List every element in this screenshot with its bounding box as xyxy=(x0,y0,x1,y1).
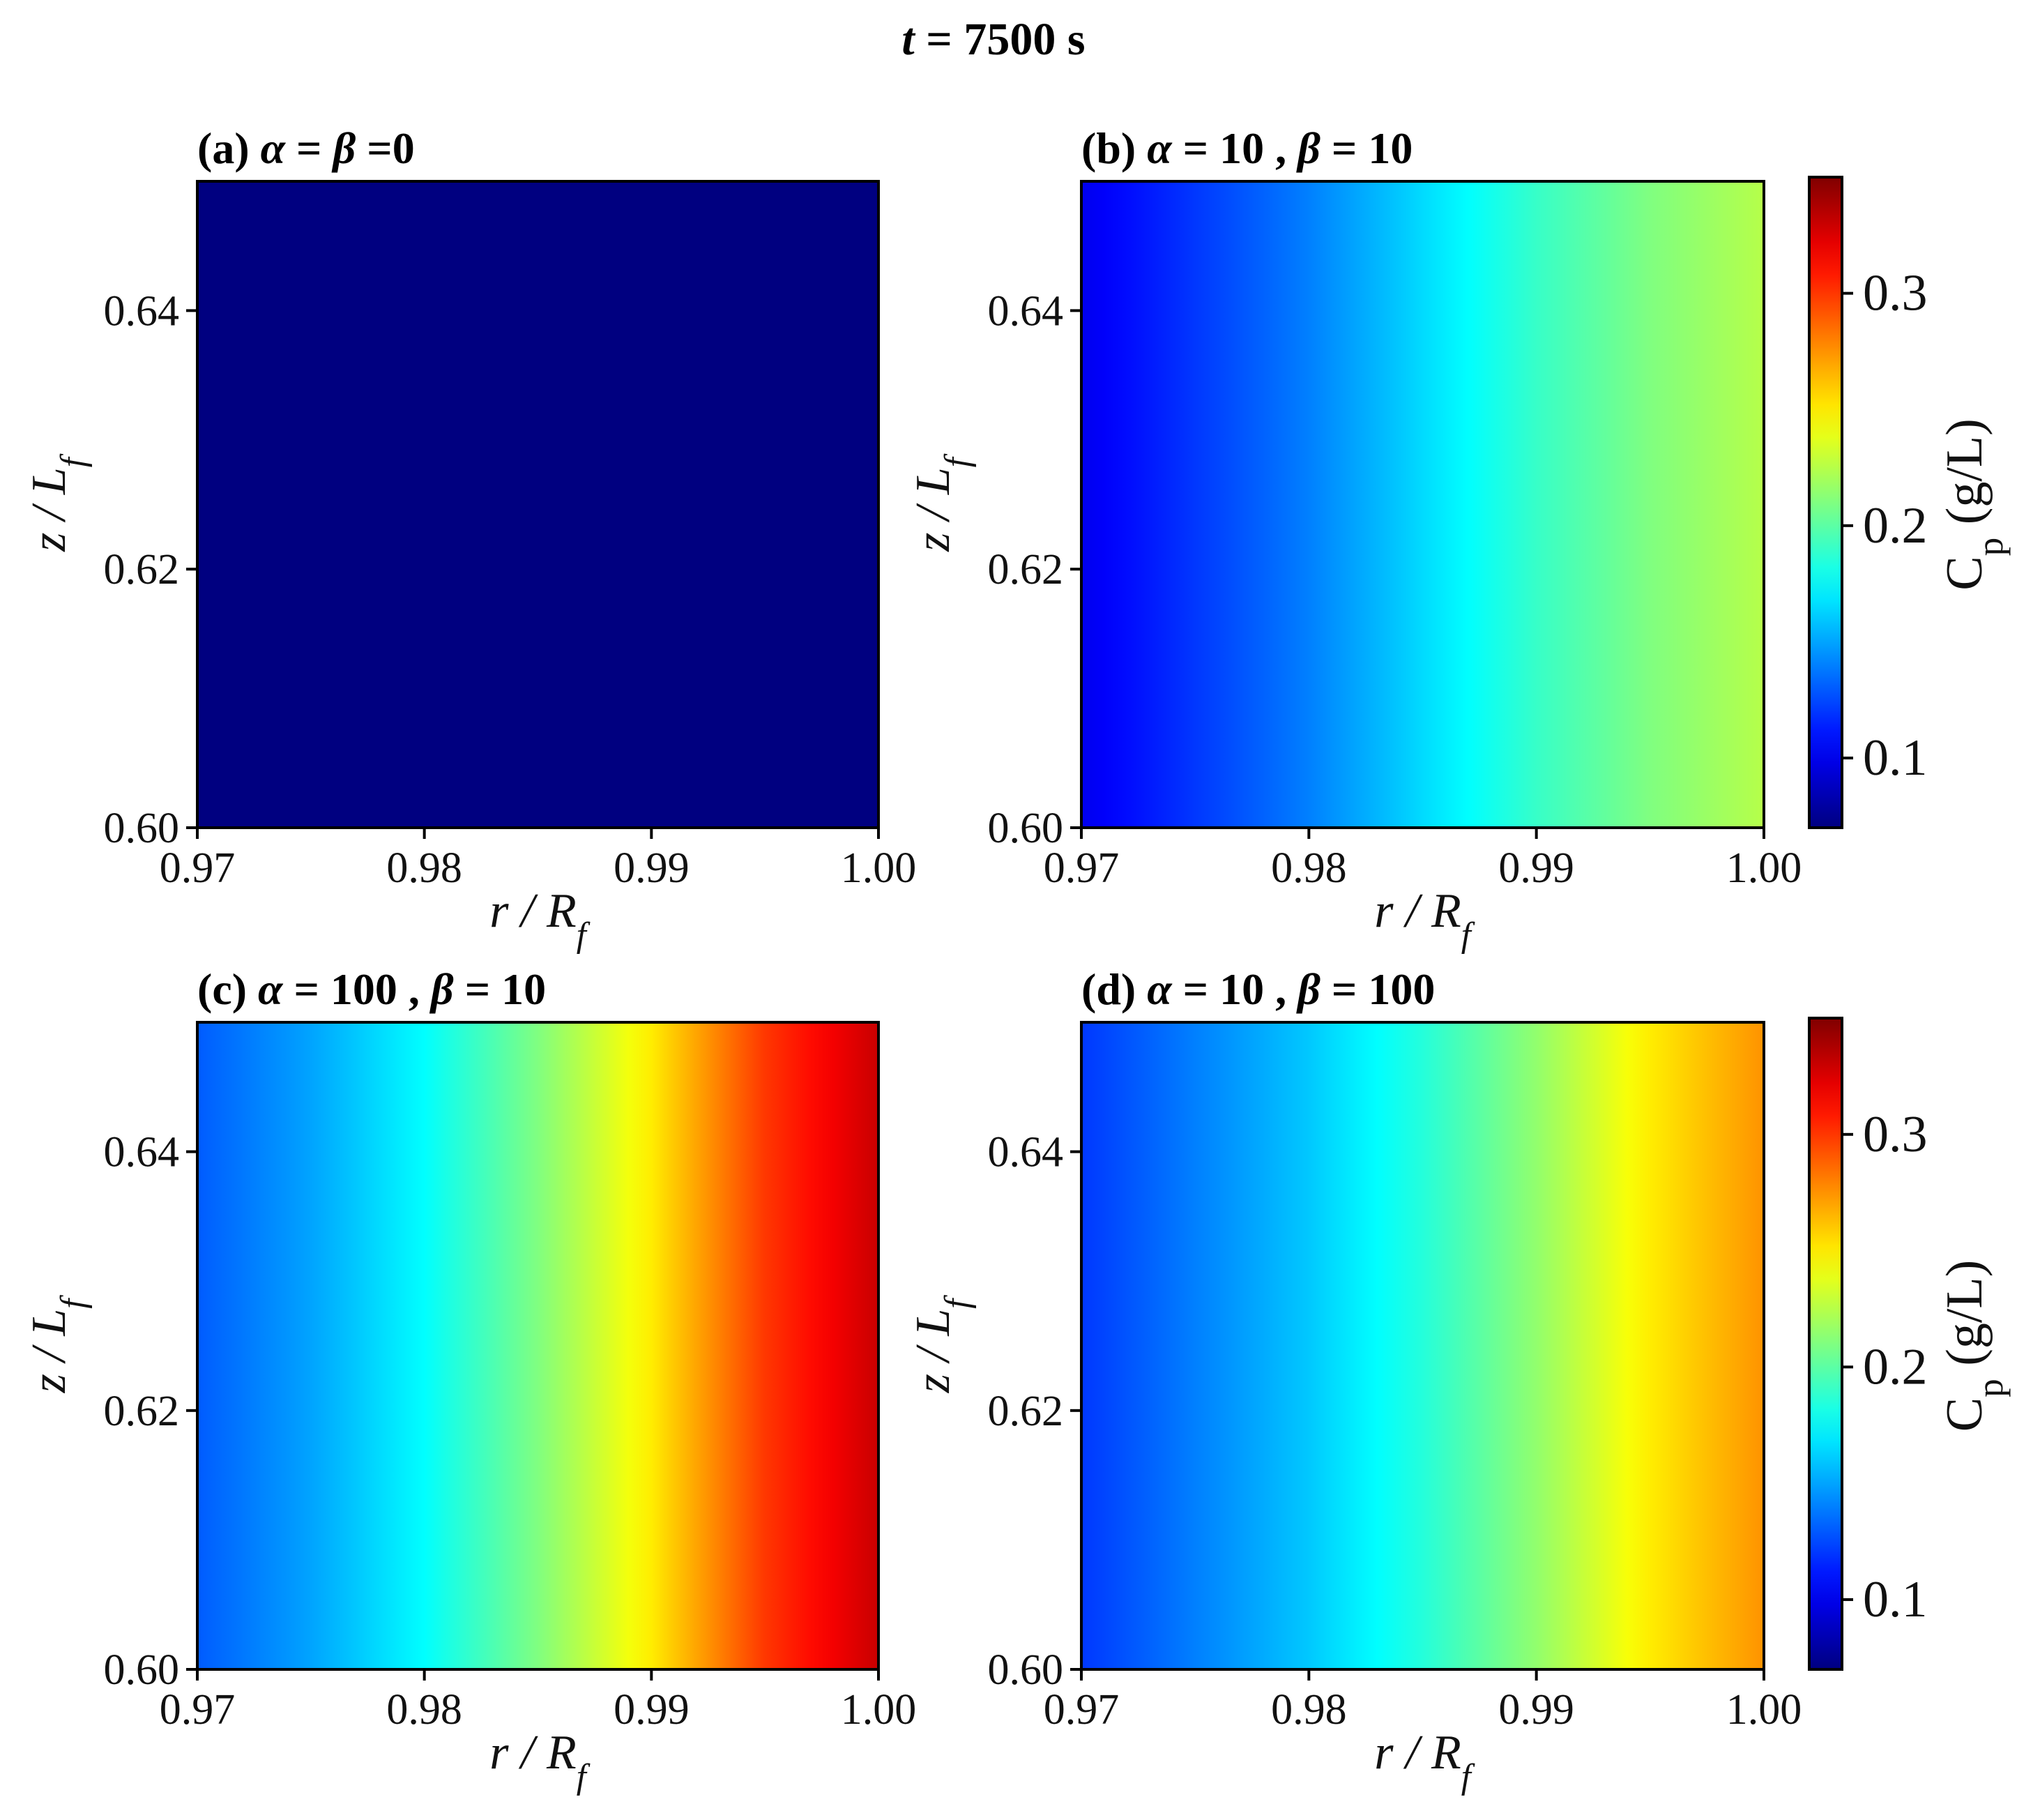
y-tick-label: 0.62 xyxy=(104,546,180,593)
y-tick-label: 0.64 xyxy=(988,287,1064,335)
colorbar-b: 0.1 0.2 0.3 Cp (g/L) xyxy=(1808,176,2011,829)
x-tick-label: 0.99 xyxy=(614,844,690,892)
heatmap-d xyxy=(1081,1022,1764,1669)
colorbar-tick-label: 0.3 xyxy=(1863,265,1928,322)
y-tick-label: 0.62 xyxy=(104,1388,180,1435)
colorbar-tick-label: 0.1 xyxy=(1863,729,1928,787)
x-axis-label: r / Rf xyxy=(489,884,590,954)
colorbar-frame xyxy=(1808,1017,1843,1671)
y-tick-label: 0.62 xyxy=(988,546,1064,593)
plot-frame-a xyxy=(196,180,880,829)
heatmap-b xyxy=(1081,181,1764,828)
y-tick-label: 0.60 xyxy=(988,1646,1064,1694)
panel-c: (c) α = 100 , β = 10 0.97 0.98 0.99 1.00 0.60… xyxy=(22,964,916,1796)
panel-b: (b) α = 10 , β = 10 0.97 0.98 0.99 1.00 0.60 0… xyxy=(906,123,2011,954)
x-tick-label: 0.97 xyxy=(1044,844,1120,892)
x-tick-label: 1.00 xyxy=(1726,1686,1802,1734)
x-tick-label: 0.98 xyxy=(1271,844,1347,892)
x-tick-label: 1.00 xyxy=(1726,844,1802,892)
plot-frame-c xyxy=(196,1021,880,1671)
panel-title-d: (d) α = 10 , β = 100 xyxy=(1081,964,1435,1014)
panel-title-b: (b) α = 10 , β = 10 xyxy=(1081,123,1413,173)
y-tick-label: 0.60 xyxy=(104,1646,180,1694)
x-tick-label: 1.00 xyxy=(841,1686,917,1734)
x-tick-label: 0.97 xyxy=(160,1686,236,1734)
heatmap-c xyxy=(197,1022,878,1669)
plot-frame-b xyxy=(1080,180,1765,829)
x-axis-label: r / Rf xyxy=(489,1726,590,1796)
x-tick-label: 0.97 xyxy=(1044,1686,1120,1734)
figure-title: t = 7500 s xyxy=(901,14,1085,65)
colorbar-gradient xyxy=(1809,1018,1842,1669)
y-axis-label: z / Lf xyxy=(22,453,92,552)
colorbar-frame xyxy=(1808,176,1843,829)
x-tick-label: 0.97 xyxy=(160,844,236,892)
plot-frame-d xyxy=(1080,1021,1765,1671)
x-tick-label: 0.99 xyxy=(1498,1686,1574,1734)
colorbar-tick-label: 0.3 xyxy=(1863,1106,1928,1163)
panel-d: (d) α = 10 , β = 100 0.97 0.98 0.99 1.00 0.60… xyxy=(906,964,2011,1796)
colorbar-tick-label: 0.1 xyxy=(1863,1571,1928,1628)
y-tick-label: 0.62 xyxy=(988,1388,1064,1435)
x-tick-label: 0.98 xyxy=(1271,1686,1347,1734)
heatmap-a xyxy=(197,181,878,828)
colorbar-gradient xyxy=(1809,177,1842,828)
colorbar-label: Cp (g/L) xyxy=(1936,418,2011,591)
panel-title-a: (a) α = β =0 xyxy=(197,123,415,173)
x-tick-label: 0.98 xyxy=(386,1686,462,1734)
y-axis-label: z / Lf xyxy=(906,1295,976,1394)
y-tick-label: 0.60 xyxy=(104,805,180,852)
panel-title-c: (c) α = 100 , β = 10 xyxy=(197,964,546,1014)
y-axis-label: z / Lf xyxy=(906,453,976,552)
y-tick-label: 0.60 xyxy=(988,805,1064,852)
colorbar-tick-label: 0.2 xyxy=(1863,497,1928,554)
x-tick-label: 0.98 xyxy=(386,844,462,892)
panel-a: (a) α = β =0 0.97 0.98 0.99 1.00 0.60 0.62 0.64… xyxy=(22,123,916,954)
y-tick-label: 0.64 xyxy=(988,1129,1064,1176)
x-tick-label: 0.99 xyxy=(1498,844,1574,892)
y-tick-label: 0.64 xyxy=(104,287,180,335)
y-axis-label: z / Lf xyxy=(22,1295,92,1394)
colorbar-tick-label: 0.2 xyxy=(1863,1338,1928,1395)
x-tick-label: 0.99 xyxy=(614,1686,690,1734)
x-axis-label: r / Rf xyxy=(1374,884,1475,954)
y-tick-label: 0.64 xyxy=(104,1129,180,1176)
colorbar-d: 0.1 0.2 0.3 Cp (g/L) xyxy=(1808,1017,2011,1671)
x-axis-label: r / Rf xyxy=(1374,1726,1475,1796)
colorbar-label: Cp (g/L) xyxy=(1936,1260,2011,1432)
x-tick-label: 1.00 xyxy=(841,844,917,892)
